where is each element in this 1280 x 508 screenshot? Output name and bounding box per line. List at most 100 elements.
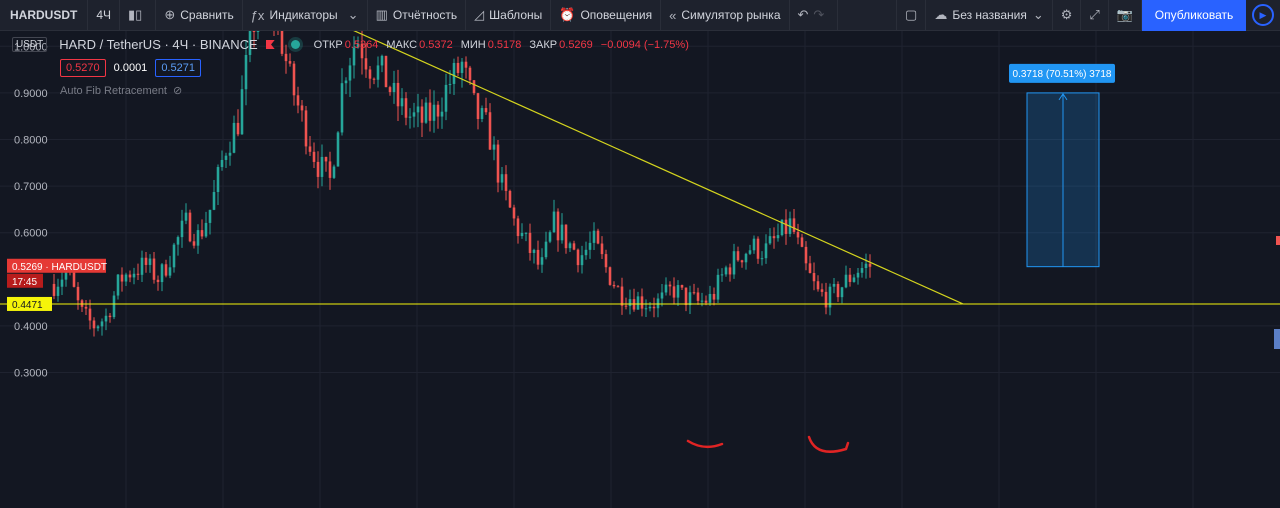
templates-label: Шаблоны: [489, 8, 543, 22]
redo-icon[interactable]: ↷: [813, 7, 825, 22]
candle-body: [644, 308, 648, 310]
candle-body: [76, 286, 80, 301]
flag-icon[interactable]: [265, 40, 275, 49]
candle-body: [228, 152, 232, 156]
candle-body: [716, 274, 720, 300]
candle-body: [844, 274, 848, 288]
candle-body: [464, 61, 468, 68]
indicators-button[interactable]: ƒx Индикаторы ⌄: [243, 0, 368, 31]
chart-type-button[interactable]: ▮▯: [120, 0, 157, 31]
candle-body: [780, 219, 784, 236]
candle-body: [520, 232, 524, 237]
compare-label: Сравнить: [180, 8, 234, 22]
candle-body: [796, 231, 800, 238]
ask-price-button[interactable]: 0.5271: [155, 59, 201, 77]
y-tick-label: 0.9000: [14, 88, 48, 100]
candle-body: [200, 230, 204, 237]
candle-body: [72, 271, 76, 287]
replay-play-button[interactable]: ▶: [1246, 0, 1280, 31]
candle-body: [608, 267, 612, 285]
candle-body: [324, 156, 328, 162]
candle-body: [532, 249, 536, 253]
candle-body: [540, 257, 544, 265]
candle-body: [752, 238, 756, 251]
candle-body: [400, 98, 404, 107]
candle-body: [756, 238, 760, 259]
candle-body: [88, 308, 92, 321]
candle-body: [504, 174, 508, 191]
eye-crossed-icon[interactable]: ⊘: [173, 85, 183, 97]
candle-body: [100, 321, 104, 327]
candle-body: [836, 283, 840, 298]
snapshot-button[interactable]: 📷: [1109, 0, 1142, 31]
candle-body: [536, 249, 540, 265]
market-status-icon: [290, 40, 300, 49]
reports-button[interactable]: ▥ Отчётность: [368, 0, 467, 31]
bid-price-button[interactable]: 0.5270: [60, 59, 106, 77]
indicator-legend[interactable]: Auto Fib Retracement ⊘: [60, 84, 183, 98]
price-chart[interactable]: 1.20001.10001.00000.90000.80000.70000.60…: [0, 31, 1280, 508]
candle-body: [104, 315, 108, 322]
candle-body: [372, 78, 376, 80]
candle-body: [700, 300, 704, 302]
close-value: 0.5269: [559, 38, 593, 51]
candle-body: [564, 224, 568, 249]
symbol-search-button[interactable]: HARDUSDT: [0, 0, 89, 31]
replay-button[interactable]: « Симулятор рынка: [661, 0, 790, 31]
undo-icon[interactable]: ↶: [797, 7, 809, 22]
candle-body: [852, 277, 856, 282]
candle-body: [692, 292, 696, 294]
expand-button[interactable]: ⤢: [1081, 0, 1109, 31]
chevron-down-icon: ⌄: [347, 7, 359, 22]
candle-body: [428, 102, 432, 121]
grid: 1.20001.10001.00000.90000.80000.70000.60…: [0, 31, 1280, 508]
camera-icon: 📷: [1116, 7, 1133, 22]
candle-body: [620, 286, 624, 306]
candle-body: [244, 54, 248, 90]
candle-body: [848, 274, 852, 282]
candle-body: [656, 298, 660, 309]
candle-body: [156, 279, 160, 283]
candle-body: [572, 243, 576, 250]
layout-name-button[interactable]: ☁ Без названия ⌄: [926, 0, 1053, 31]
candle-body: [192, 241, 196, 246]
candle-body: [132, 273, 136, 278]
candle-body: [720, 274, 724, 276]
candle-body: [468, 67, 472, 81]
candle-body: [456, 62, 460, 73]
last-price-label: 0.5269 · HARDUSDT: [12, 262, 107, 273]
reports-label: Отчётность: [392, 8, 458, 22]
settings-button[interactable]: ⚙: [1053, 0, 1082, 31]
candle-body: [164, 264, 168, 276]
plus-circle-icon: ⊕: [164, 7, 176, 22]
candle-body: [460, 61, 464, 73]
candle-body: [432, 104, 436, 121]
compare-button[interactable]: ⊕ Сравнить: [156, 0, 243, 31]
layout-name: Без названия: [952, 8, 1027, 22]
candle-body: [224, 155, 228, 160]
candle-body: [648, 306, 652, 309]
candle-body: [256, 31, 260, 32]
templates-button[interactable]: ◿ Шаблоны: [466, 0, 552, 31]
candle-body: [120, 274, 124, 282]
candle-body: [604, 254, 608, 268]
fullscreen-layout-button[interactable]: ▢: [896, 0, 927, 31]
candle-body: [288, 61, 292, 64]
candle-body: [280, 31, 284, 54]
candle-body: [440, 111, 444, 117]
alerts-button[interactable]: ⏰ Оповещения: [551, 0, 662, 31]
candle-body: [128, 274, 132, 278]
undo-redo-group: ↶ ↷: [790, 0, 839, 31]
y-tick-label: 0.6000: [14, 228, 48, 240]
currency-badge[interactable]: USDT: [12, 37, 48, 52]
candle-body: [732, 251, 736, 275]
candle-body: [776, 235, 780, 239]
candle-body: [436, 104, 440, 117]
candle-body: [328, 161, 332, 178]
candle-body: [64, 270, 68, 280]
publish-button[interactable]: Опубликовать: [1142, 0, 1246, 31]
candle-body: [484, 108, 488, 113]
interval-button[interactable]: 4Ч: [88, 0, 121, 31]
candle-body: [308, 146, 312, 152]
open-label: ОТКР: [313, 38, 343, 51]
